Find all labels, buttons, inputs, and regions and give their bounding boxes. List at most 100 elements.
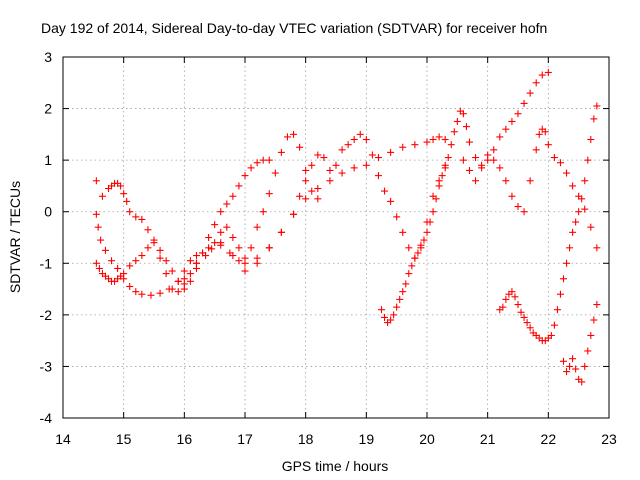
- data-point: [98, 192, 106, 200]
- data-point: [186, 277, 194, 285]
- data-point: [459, 110, 467, 118]
- data-point: [132, 288, 140, 296]
- x-tick-label: 17: [237, 431, 253, 447]
- data-point: [587, 223, 595, 231]
- chart-title: Day 192 of 2014, Sidereal Day-to-day VTE…: [41, 20, 547, 36]
- x-tick-labels: 14 15 16 17 18 19 20 21 22 23: [55, 431, 617, 447]
- data-point: [101, 246, 109, 254]
- data-point: [381, 313, 389, 321]
- data-point: [247, 164, 255, 172]
- y-tick-label: 1: [44, 152, 52, 168]
- data-point: [387, 316, 395, 324]
- data-point: [180, 267, 188, 275]
- data-point: [575, 208, 583, 216]
- data-point: [535, 130, 543, 138]
- data-point: [405, 270, 413, 278]
- data-point: [578, 378, 586, 386]
- series-sat-a: [92, 133, 449, 299]
- data-point: [326, 177, 334, 185]
- data-point: [265, 244, 273, 252]
- data-point: [271, 169, 279, 177]
- data-point: [541, 128, 549, 136]
- data-point: [593, 102, 601, 110]
- data-point: [326, 166, 334, 174]
- data-point: [432, 195, 440, 203]
- data-point: [526, 89, 534, 97]
- series-sat-e: [378, 68, 552, 327]
- x-axis-label: GPS time / hours: [282, 458, 389, 474]
- data-point: [211, 221, 219, 229]
- data-point: [320, 154, 328, 162]
- data-point: [569, 228, 577, 236]
- data-point: [308, 161, 316, 169]
- data-point: [560, 275, 567, 283]
- data-point: [147, 291, 155, 299]
- data-point: [302, 177, 310, 185]
- data-point: [144, 244, 152, 252]
- data-point: [514, 110, 522, 118]
- data-point: [126, 262, 134, 270]
- data-point: [241, 254, 249, 262]
- series-sat-f: [496, 102, 601, 345]
- y-tick-label: 3: [44, 49, 52, 65]
- data-point: [162, 257, 170, 265]
- data-point: [472, 154, 480, 162]
- data-point: [235, 244, 243, 252]
- data-point: [180, 285, 188, 293]
- y-tick-label: -2: [40, 307, 53, 323]
- data-point: [123, 197, 131, 205]
- data-point: [523, 319, 531, 327]
- series-sat-g: [459, 125, 601, 252]
- data-point: [566, 362, 574, 370]
- data-point: [94, 223, 102, 231]
- data-point: [502, 295, 510, 303]
- data-point: [253, 259, 261, 267]
- data-point: [556, 159, 564, 167]
- data-point: [162, 270, 170, 278]
- data-point: [514, 203, 522, 211]
- data-point: [132, 257, 140, 265]
- data-point: [217, 239, 225, 247]
- data-point: [538, 71, 546, 79]
- data-point: [435, 182, 443, 190]
- data-point: [253, 159, 261, 167]
- data-point: [484, 151, 492, 159]
- data-point: [211, 239, 219, 247]
- data-point: [550, 154, 558, 162]
- data-point: [575, 192, 583, 200]
- data-point: [314, 195, 322, 203]
- data-point: [514, 301, 522, 309]
- data-point: [150, 236, 158, 244]
- y-tick-label: 2: [44, 101, 52, 117]
- data-point: [441, 136, 449, 144]
- x-tick-label: 21: [480, 431, 496, 447]
- data-point: [532, 79, 540, 87]
- data-point: [411, 141, 419, 149]
- data-point: [241, 267, 249, 275]
- data-point: [590, 115, 598, 123]
- data-point: [265, 156, 273, 164]
- data-point: [490, 146, 498, 154]
- data-point: [526, 177, 534, 185]
- data-point: [581, 177, 589, 185]
- y-tick-label: 0: [44, 204, 52, 220]
- data-point: [235, 182, 243, 190]
- data-point: [502, 125, 510, 133]
- data-point: [259, 208, 267, 216]
- data-point: [566, 244, 574, 252]
- data-point: [511, 293, 519, 301]
- data-point: [478, 161, 486, 169]
- data-point: [138, 252, 146, 260]
- data-point: [217, 228, 225, 236]
- data-point: [450, 128, 458, 136]
- data-point: [420, 236, 428, 244]
- data-point: [447, 141, 455, 149]
- data-point: [508, 192, 516, 200]
- data-point: [423, 228, 431, 236]
- data-point: [405, 244, 413, 252]
- x-tick-label: 20: [419, 431, 435, 447]
- series-sat-h: [560, 301, 601, 386]
- data-point: [584, 156, 592, 164]
- data-point: [97, 236, 105, 244]
- data-point: [593, 301, 601, 309]
